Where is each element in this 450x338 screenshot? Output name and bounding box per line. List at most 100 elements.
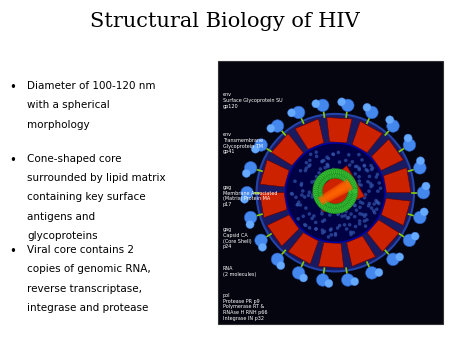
Ellipse shape xyxy=(350,180,356,186)
Ellipse shape xyxy=(288,109,296,117)
Ellipse shape xyxy=(310,180,314,184)
Ellipse shape xyxy=(335,203,339,207)
Ellipse shape xyxy=(351,188,358,194)
Ellipse shape xyxy=(324,201,330,208)
Ellipse shape xyxy=(345,197,351,204)
Text: •: • xyxy=(9,81,16,94)
Ellipse shape xyxy=(316,99,329,112)
Ellipse shape xyxy=(346,216,350,220)
Ellipse shape xyxy=(332,208,338,214)
Ellipse shape xyxy=(342,172,346,176)
Ellipse shape xyxy=(318,203,322,207)
Ellipse shape xyxy=(329,207,336,214)
Text: surrounded by lipid matrix: surrounded by lipid matrix xyxy=(27,173,166,183)
Ellipse shape xyxy=(350,198,353,201)
Ellipse shape xyxy=(336,169,342,175)
Polygon shape xyxy=(313,166,365,212)
Ellipse shape xyxy=(299,203,302,207)
Ellipse shape xyxy=(336,226,339,230)
Ellipse shape xyxy=(369,185,373,189)
Ellipse shape xyxy=(357,179,361,183)
Ellipse shape xyxy=(315,179,321,185)
Ellipse shape xyxy=(319,179,325,186)
Ellipse shape xyxy=(246,220,254,228)
Ellipse shape xyxy=(314,227,318,231)
Ellipse shape xyxy=(369,182,372,185)
Ellipse shape xyxy=(359,200,362,204)
Ellipse shape xyxy=(354,165,357,168)
Ellipse shape xyxy=(387,120,399,132)
Text: Cone-shaped core: Cone-shaped core xyxy=(27,154,122,164)
Ellipse shape xyxy=(353,204,357,208)
Ellipse shape xyxy=(314,221,318,224)
Ellipse shape xyxy=(303,195,306,199)
Ellipse shape xyxy=(327,203,333,209)
Ellipse shape xyxy=(373,211,377,215)
Ellipse shape xyxy=(345,178,351,185)
Ellipse shape xyxy=(338,187,342,191)
Ellipse shape xyxy=(376,189,380,193)
Ellipse shape xyxy=(414,211,426,224)
Ellipse shape xyxy=(370,168,374,171)
Ellipse shape xyxy=(335,172,342,178)
Ellipse shape xyxy=(332,168,338,175)
Ellipse shape xyxy=(347,216,351,219)
Ellipse shape xyxy=(331,152,335,156)
Ellipse shape xyxy=(321,176,327,183)
Ellipse shape xyxy=(358,206,362,209)
Ellipse shape xyxy=(348,186,354,193)
Ellipse shape xyxy=(328,180,331,184)
Ellipse shape xyxy=(363,103,371,112)
Ellipse shape xyxy=(321,207,325,210)
Ellipse shape xyxy=(300,193,304,197)
Ellipse shape xyxy=(325,170,332,176)
Ellipse shape xyxy=(347,183,354,189)
Ellipse shape xyxy=(333,169,340,175)
Ellipse shape xyxy=(337,173,343,179)
Ellipse shape xyxy=(363,164,366,167)
Ellipse shape xyxy=(312,214,315,218)
Text: integrase and protease: integrase and protease xyxy=(27,303,148,313)
Ellipse shape xyxy=(370,206,374,210)
Ellipse shape xyxy=(332,172,338,178)
Text: pol
Protease PR p9
Polymerase RT &
RNAse H RNH p66
Integrase IN p32: pol Protease PR p9 Polymerase RT & RNAse… xyxy=(223,293,267,321)
Ellipse shape xyxy=(414,162,426,174)
Text: gag
Membrane Associated
(Matrix) Protein MA
p17: gag Membrane Associated (Matrix) Protein… xyxy=(223,185,277,207)
Ellipse shape xyxy=(324,172,328,176)
Ellipse shape xyxy=(351,182,357,188)
Ellipse shape xyxy=(342,189,346,193)
Ellipse shape xyxy=(340,174,346,180)
Ellipse shape xyxy=(323,230,326,233)
Ellipse shape xyxy=(322,171,328,178)
Ellipse shape xyxy=(341,175,347,181)
Ellipse shape xyxy=(313,179,316,183)
Ellipse shape xyxy=(340,202,346,208)
Ellipse shape xyxy=(240,195,249,203)
Ellipse shape xyxy=(351,231,355,234)
Polygon shape xyxy=(371,139,403,170)
Ellipse shape xyxy=(328,172,335,179)
Ellipse shape xyxy=(344,177,350,184)
Ellipse shape xyxy=(336,207,342,213)
Ellipse shape xyxy=(347,193,354,199)
Ellipse shape xyxy=(351,188,358,194)
Ellipse shape xyxy=(323,180,327,184)
Ellipse shape xyxy=(313,183,320,189)
Ellipse shape xyxy=(322,200,328,207)
Ellipse shape xyxy=(376,173,379,176)
Ellipse shape xyxy=(296,203,300,206)
Ellipse shape xyxy=(340,170,346,176)
Ellipse shape xyxy=(366,180,370,184)
Polygon shape xyxy=(383,168,411,193)
Ellipse shape xyxy=(286,143,385,242)
Ellipse shape xyxy=(321,220,324,223)
Ellipse shape xyxy=(325,195,329,199)
Text: gag
Capsid CA
(Core Shell)
p24: gag Capsid CA (Core Shell) p24 xyxy=(223,227,252,249)
Ellipse shape xyxy=(292,106,305,119)
Ellipse shape xyxy=(337,203,343,210)
Ellipse shape xyxy=(313,187,319,193)
Ellipse shape xyxy=(317,182,324,188)
Ellipse shape xyxy=(363,219,366,223)
Ellipse shape xyxy=(324,174,330,181)
Ellipse shape xyxy=(297,200,301,204)
